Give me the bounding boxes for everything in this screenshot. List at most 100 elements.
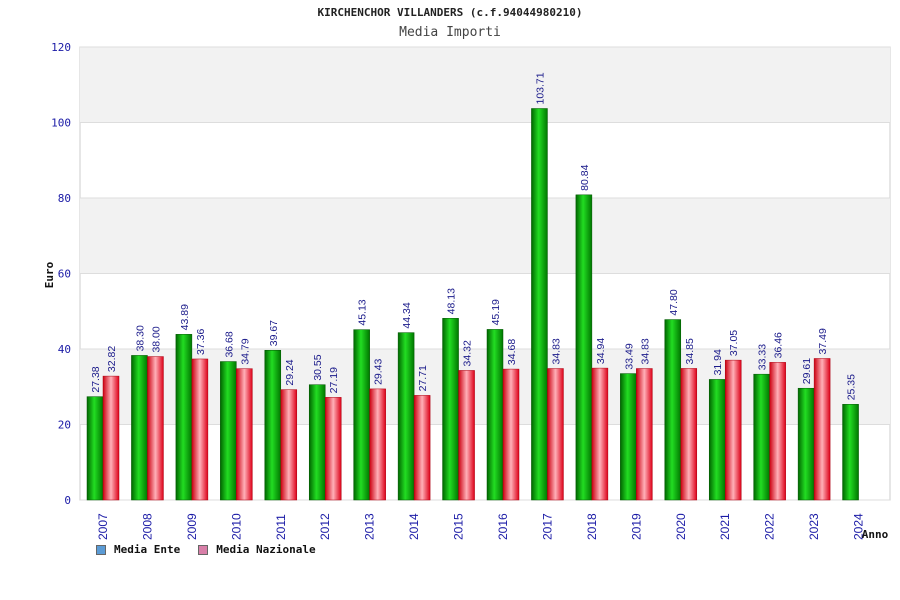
x-tick-label: 2014 xyxy=(407,513,421,540)
y-axis-label: Euro xyxy=(43,261,56,288)
legend-swatch-media-ente xyxy=(96,544,106,555)
bar-media-ente xyxy=(353,329,370,501)
bar-media-ente xyxy=(797,387,815,501)
value-label: 37.05 xyxy=(728,330,740,356)
legend: Media Ente Media Nazionale xyxy=(96,543,316,556)
y-tick-label: 120 xyxy=(51,41,71,54)
value-label: 48.13 xyxy=(446,288,458,314)
grid-band xyxy=(80,47,890,123)
x-tick-label: 2021 xyxy=(718,513,732,540)
legend-label-media-nazionale: Media Nazionale xyxy=(216,543,316,556)
bar-media-nazionale xyxy=(102,375,120,501)
bar-media-nazionale xyxy=(236,368,253,501)
bar-media-ente xyxy=(131,355,148,501)
x-tick-label: 2013 xyxy=(363,513,377,540)
value-label: 45.13 xyxy=(357,299,369,325)
bar-media-nazionale xyxy=(680,368,698,501)
bar-media-nazionale xyxy=(458,370,475,501)
bar-media-ente xyxy=(397,332,415,501)
x-tick-label: 2009 xyxy=(185,513,199,540)
value-label: 27.38 xyxy=(90,366,102,392)
value-label: 47.80 xyxy=(668,289,680,315)
value-label: 43.89 xyxy=(179,304,191,330)
value-label: 34.32 xyxy=(462,340,474,366)
legend-label-media-ente: Media Ente xyxy=(114,543,181,556)
bar-media-nazionale xyxy=(369,388,386,501)
bar-media-ente xyxy=(575,194,593,501)
bar-media-nazionale xyxy=(280,389,298,501)
legend-swatch-media-nazionale xyxy=(198,544,209,555)
bar-media-nazionale xyxy=(547,368,564,501)
x-tick-label: 2016 xyxy=(496,513,510,540)
bar-media-nazionale xyxy=(413,395,431,501)
x-tick-label: 2008 xyxy=(140,513,154,540)
value-label: 31.94 xyxy=(712,349,724,375)
bar-media-ente xyxy=(531,108,548,501)
value-label: 37.36 xyxy=(195,329,207,355)
chart-subtitle: Media Importi xyxy=(399,25,501,40)
value-label: 34.83 xyxy=(550,338,562,364)
bar-media-nazionale xyxy=(502,368,520,501)
value-label: 80.84 xyxy=(579,164,591,190)
value-label: 29.43 xyxy=(373,358,385,384)
value-labels: 27.38 32.82 38.30 38.00 43.89 37.36 36.68 34.79… xyxy=(90,72,858,400)
x-tick-label: 2020 xyxy=(674,513,688,540)
x-tick-label: 2022 xyxy=(763,513,777,540)
value-label: 36.68 xyxy=(223,331,235,357)
legend-item-media-nazionale: Media Nazionale xyxy=(198,543,316,556)
value-label: 27.71 xyxy=(417,365,429,391)
y-tick-label: 100 xyxy=(51,117,71,130)
value-label: 34.79 xyxy=(239,338,251,364)
bar-media-ente xyxy=(486,329,504,501)
bar-media-nazionale xyxy=(724,359,742,501)
value-label: 103.71 xyxy=(534,72,546,104)
x-tick-label: 2017 xyxy=(540,513,554,540)
bar-media-ente xyxy=(842,404,859,501)
bar-media-ente xyxy=(664,319,682,501)
bar-media-nazionale xyxy=(813,358,831,501)
bar-media-nazionale xyxy=(191,358,209,501)
value-label: 27.19 xyxy=(328,367,340,393)
grid-band xyxy=(80,198,890,274)
x-tick-label: 2024 xyxy=(852,513,866,540)
value-label: 33.49 xyxy=(623,343,635,369)
value-label: 36.46 xyxy=(773,332,785,358)
bar-media-nazionale xyxy=(147,356,164,501)
bar-media-ente xyxy=(753,373,770,501)
x-tick-label: 2018 xyxy=(585,513,599,540)
x-axis-ticks: 2007 2008 2009 2010 2011 2012 2013 2014 2015 2016… xyxy=(96,513,866,540)
y-tick-label: 80 xyxy=(58,192,71,205)
bar-media-ente xyxy=(175,334,193,501)
value-label: 39.67 xyxy=(268,320,280,346)
bar-media-ente xyxy=(620,373,637,501)
value-label: 44.34 xyxy=(401,302,413,328)
x-tick-label: 2019 xyxy=(629,513,643,540)
y-tick-label: 40 xyxy=(58,343,71,356)
value-label: 37.49 xyxy=(817,328,829,354)
value-label: 30.55 xyxy=(312,354,324,380)
value-label: 38.30 xyxy=(134,325,146,351)
x-tick-label: 2007 xyxy=(96,513,110,540)
legend-item-media-ente: Media Ente xyxy=(96,543,180,556)
bar-media-nazionale xyxy=(769,362,786,501)
x-axis-label: Anno xyxy=(862,528,889,541)
y-tick-label: 0 xyxy=(64,494,71,507)
bar-media-nazionale xyxy=(636,368,653,501)
x-tick-label: 2011 xyxy=(274,514,288,540)
bar-media-ente xyxy=(86,396,104,501)
value-label: 32.82 xyxy=(106,346,118,372)
x-tick-label: 2015 xyxy=(452,513,466,540)
bar-media-ente xyxy=(220,361,237,501)
value-label: 29.61 xyxy=(801,358,813,384)
value-label: 34.83 xyxy=(639,338,651,364)
y-tick-label: 60 xyxy=(58,268,71,281)
bar-media-nazionale xyxy=(591,367,609,501)
chart-title: KIRCHENCHOR VILLANDERS (c.f.94044980210) xyxy=(317,6,583,19)
x-tick-label: 2023 xyxy=(807,513,821,540)
x-tick-label: 2012 xyxy=(318,513,332,540)
value-label: 34.85 xyxy=(684,338,696,364)
bar-media-ente xyxy=(264,349,282,501)
x-tick-label: 2010 xyxy=(229,513,243,540)
value-label: 45.19 xyxy=(490,299,502,325)
